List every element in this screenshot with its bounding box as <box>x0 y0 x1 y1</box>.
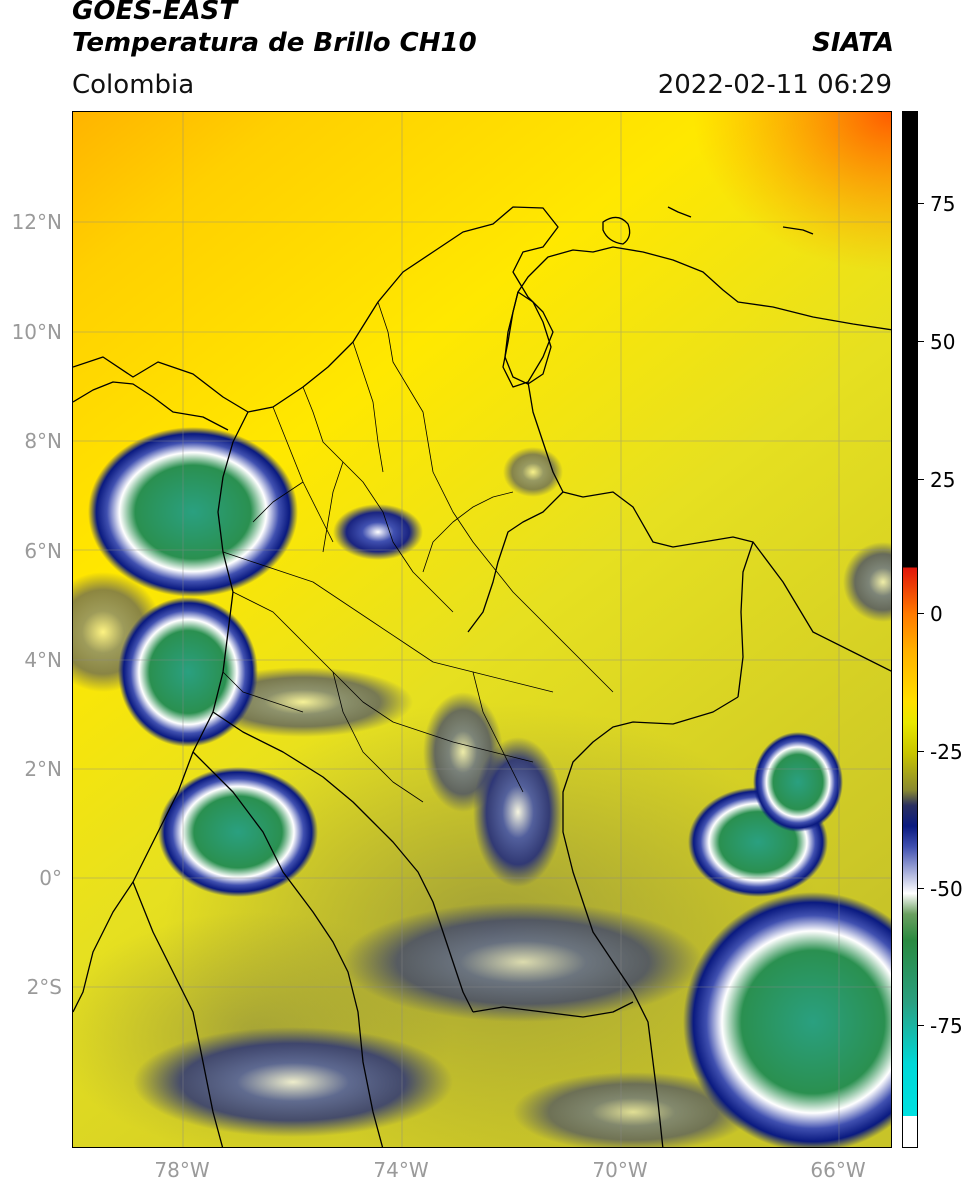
colorbar <box>902 111 918 1148</box>
colorbar-label-50: 50 <box>930 330 956 354</box>
region-label: Colombia <box>72 70 195 100</box>
lon-tick-70w: 70°W <box>592 1158 648 1182</box>
lat-tick-12n: 12°N <box>11 210 62 234</box>
lat-tick-4n: 4°N <box>24 648 62 672</box>
agency-label: SIATA <box>812 28 894 58</box>
timestamp-label: 2022-02-11 06:29 <box>657 70 892 100</box>
satellite-map <box>73 112 891 1147</box>
colorbar-tick <box>918 1025 924 1026</box>
title-line-1: GOES-EAST <box>72 0 238 26</box>
lat-tick-0: 0° <box>39 866 62 890</box>
lat-tick-2n: 2°N <box>24 757 62 781</box>
colorbar-label-25: 25 <box>930 468 956 492</box>
lon-tick-78w: 78°W <box>154 1158 210 1182</box>
colorbar-tick <box>918 613 924 614</box>
lat-tick-2s: 2°S <box>26 975 62 999</box>
colorbar-label-neg50: -50 <box>930 877 963 901</box>
colorbar-tick <box>918 751 924 752</box>
colorbar-label-75: 75 <box>930 192 956 216</box>
title-line-2: Temperatura de Brillo CH10 <box>72 28 477 58</box>
colorbar-tick <box>918 341 924 342</box>
lat-tick-8n: 8°N <box>24 429 62 453</box>
lon-tick-74w: 74°W <box>373 1158 429 1182</box>
colorbar-tick <box>918 479 924 480</box>
colorbar-label-neg75: -75 <box>930 1014 963 1038</box>
colorbar-tick <box>918 203 924 204</box>
colorbar-tick <box>918 888 924 889</box>
lon-tick-66w: 66°W <box>810 1158 866 1182</box>
colorbar-label-0: 0 <box>930 602 943 626</box>
colorbar-label-neg25: -25 <box>930 740 963 764</box>
lat-tick-6n: 6°N <box>24 539 62 563</box>
lat-tick-10n: 10°N <box>11 320 62 344</box>
map-frame[interactable] <box>72 111 892 1148</box>
